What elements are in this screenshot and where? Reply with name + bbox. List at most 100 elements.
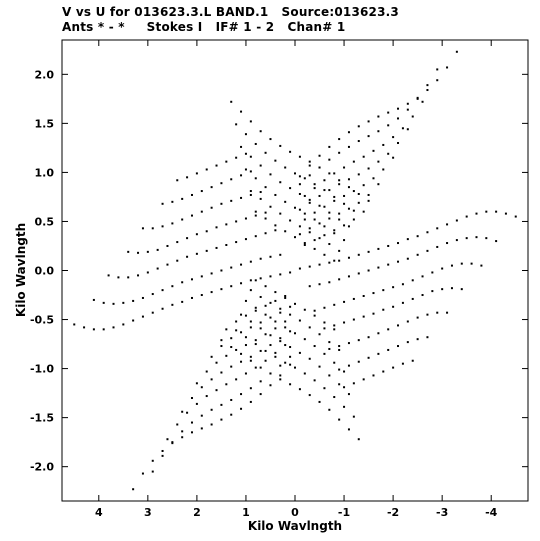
uv-point-conjugate bbox=[343, 370, 346, 373]
uv-point-conjugate bbox=[225, 328, 228, 331]
y-tick-label: 1.0 bbox=[35, 166, 55, 179]
y-tick-label: 0.5 bbox=[35, 215, 55, 228]
uv-point-conjugate bbox=[264, 359, 267, 362]
uv-point bbox=[338, 183, 341, 186]
uv-point-conjugate bbox=[249, 400, 252, 403]
uv-point bbox=[313, 309, 316, 312]
uv-point bbox=[460, 262, 463, 265]
uv-point bbox=[387, 348, 390, 351]
uv-point bbox=[485, 210, 488, 213]
uv-point-conjugate bbox=[190, 397, 193, 400]
uv-point bbox=[377, 130, 380, 133]
uv-point-conjugate bbox=[210, 378, 213, 381]
uv-point-conjugate bbox=[269, 275, 272, 278]
uv-point bbox=[387, 328, 390, 331]
uv-point-conjugate bbox=[298, 388, 301, 391]
uv-point bbox=[274, 224, 277, 227]
uv-point bbox=[426, 249, 429, 252]
uv-point-conjugate bbox=[240, 282, 243, 285]
uv-point bbox=[357, 360, 360, 363]
uv-point bbox=[264, 217, 267, 220]
uv-point-conjugate bbox=[161, 202, 164, 205]
uv-point-conjugate bbox=[279, 378, 282, 381]
uv-point bbox=[411, 279, 414, 282]
uv-point-conjugate bbox=[132, 299, 135, 302]
uv-point bbox=[338, 179, 341, 182]
uv-point-conjugate bbox=[279, 340, 282, 343]
y-tick-label: -0.5 bbox=[30, 314, 54, 327]
uv-point bbox=[298, 225, 301, 228]
uv-point bbox=[372, 312, 375, 315]
uv-point-conjugate bbox=[249, 279, 252, 282]
data-points bbox=[73, 50, 517, 491]
uv-point bbox=[372, 149, 375, 152]
uv-point-conjugate bbox=[235, 156, 238, 159]
uv-point bbox=[416, 316, 419, 319]
uv-point bbox=[338, 218, 341, 221]
uv-point bbox=[357, 201, 360, 204]
uv-point bbox=[347, 342, 350, 345]
uv-point bbox=[397, 141, 400, 144]
uv-point-conjugate bbox=[259, 349, 262, 352]
uv-point bbox=[352, 160, 355, 163]
uv-point-conjugate bbox=[328, 341, 331, 344]
uv-point-conjugate bbox=[328, 408, 331, 411]
uv-point-conjugate bbox=[200, 414, 203, 417]
uv-point-conjugate bbox=[117, 276, 120, 279]
uv-point-conjugate bbox=[347, 428, 350, 431]
uv-point-conjugate bbox=[313, 379, 316, 382]
uv-point bbox=[298, 192, 301, 195]
uv-point bbox=[495, 210, 498, 213]
uv-point-conjugate bbox=[274, 351, 277, 354]
uv-point bbox=[303, 212, 306, 215]
uv-point bbox=[343, 166, 346, 169]
uv-point-conjugate bbox=[112, 326, 115, 329]
uv-point bbox=[298, 267, 301, 270]
uv-point-conjugate bbox=[279, 337, 282, 340]
uv-point-conjugate bbox=[190, 193, 193, 196]
uv-point bbox=[313, 187, 316, 190]
uv-point bbox=[367, 193, 370, 196]
uv-point-conjugate bbox=[244, 314, 247, 317]
uv-point-conjugate bbox=[235, 320, 238, 323]
uv-point-conjugate bbox=[254, 235, 257, 238]
uv-point bbox=[347, 186, 350, 189]
uv-point-conjugate bbox=[284, 326, 287, 329]
uv-point-conjugate bbox=[181, 436, 184, 439]
uv-point-conjugate bbox=[210, 355, 213, 358]
uv-point-conjugate bbox=[254, 214, 257, 217]
uv-point bbox=[426, 313, 429, 316]
uv-point-conjugate bbox=[313, 345, 316, 348]
uv-point bbox=[387, 111, 390, 114]
uv-point-conjugate bbox=[156, 267, 159, 270]
uv-point bbox=[313, 211, 316, 214]
x-tick-label: -3 bbox=[436, 506, 448, 519]
uv-point-conjugate bbox=[343, 405, 346, 408]
uv-point-conjugate bbox=[151, 311, 154, 314]
uv-point bbox=[254, 142, 257, 145]
uv-point-conjugate bbox=[92, 328, 95, 331]
uv-point-conjugate bbox=[190, 296, 193, 299]
uv-point bbox=[328, 172, 331, 175]
uv-point-conjugate bbox=[308, 394, 311, 397]
uv-point bbox=[406, 257, 409, 260]
uv-point bbox=[421, 275, 424, 278]
uv-point bbox=[397, 260, 400, 263]
uv-point bbox=[254, 210, 257, 213]
uv-point bbox=[377, 115, 380, 118]
uv-point bbox=[323, 327, 326, 330]
uv-point bbox=[347, 131, 350, 134]
uv-point bbox=[475, 236, 478, 239]
uv-point bbox=[382, 289, 385, 292]
uv-point-conjugate bbox=[279, 307, 282, 310]
uv-point bbox=[421, 294, 424, 297]
uv-point-conjugate bbox=[298, 351, 301, 354]
uv-point bbox=[465, 237, 468, 240]
uv-point-conjugate bbox=[279, 273, 282, 276]
uv-point-conjugate bbox=[161, 289, 164, 292]
uv-point bbox=[274, 193, 277, 196]
uv-point bbox=[406, 238, 409, 241]
uv-point bbox=[318, 194, 321, 197]
uv-point bbox=[377, 352, 380, 355]
uv-point-conjugate bbox=[240, 263, 243, 266]
